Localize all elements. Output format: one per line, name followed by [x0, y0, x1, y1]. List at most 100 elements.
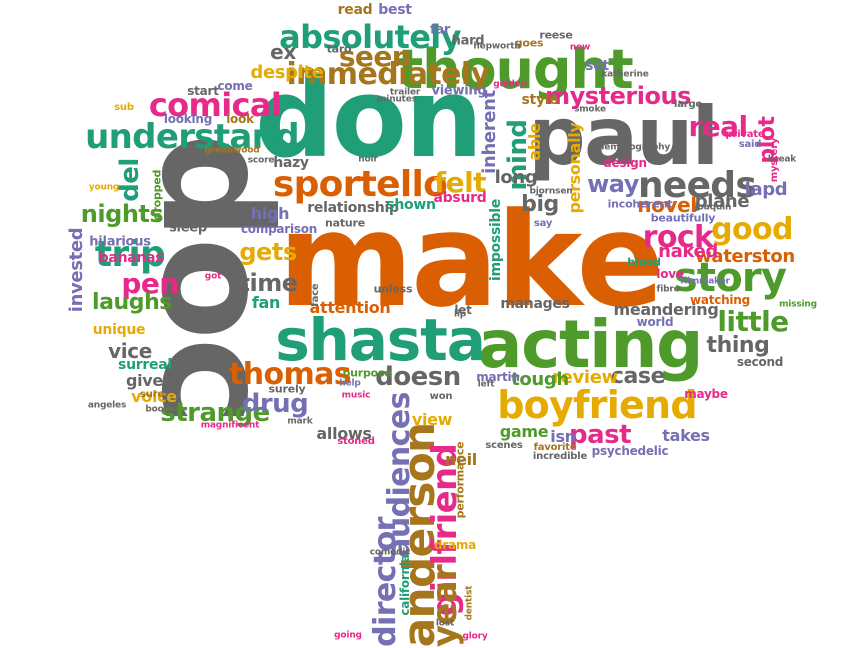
word-angeles: angeles: [87, 400, 127, 411]
word-understand: understand: [85, 117, 299, 157]
word-come: come: [217, 79, 253, 93]
word-beautifully: beautifully: [650, 211, 716, 225]
word-naked: naked: [658, 241, 718, 262]
word-sub: sub: [114, 102, 134, 113]
word-pen: pen: [121, 267, 179, 300]
word-glory: glory: [462, 631, 488, 642]
word-best: best: [378, 2, 412, 18]
word-lip: lip: [453, 309, 467, 320]
word-nature: nature: [325, 216, 365, 230]
word-sportello: sportello: [272, 164, 448, 205]
word-able: able: [525, 123, 544, 161]
word-bananas: bananas: [98, 250, 164, 266]
word-style: style: [521, 92, 559, 108]
word-vice: vice: [108, 339, 152, 363]
word-sure: sure: [140, 389, 164, 400]
word-favorite: favorite: [533, 442, 577, 453]
word-read: read: [337, 2, 373, 18]
word-incoherent: incoherent: [607, 197, 673, 211]
word-takes: takes: [662, 426, 710, 445]
word-help: help: [339, 378, 361, 389]
word-won: won: [429, 391, 453, 402]
word-doesn: doesn: [375, 362, 461, 392]
word-bjornsen: bjornsen: [529, 186, 573, 197]
word-unique: unique: [92, 322, 146, 338]
word-case: case: [610, 364, 666, 389]
word-drama: drama: [433, 538, 477, 552]
word-director: director: [368, 517, 403, 647]
word-time: time: [238, 269, 298, 297]
word-waterston: waterston: [695, 246, 795, 267]
word-break: break: [767, 154, 797, 165]
word-attention: attention: [309, 298, 391, 317]
word-shown: shown: [386, 197, 436, 213]
word-big: big: [521, 192, 559, 217]
word-say: say: [533, 218, 553, 229]
word-dentist: dentist: [464, 585, 475, 621]
word-new: new: [569, 42, 591, 53]
word-fan: fan: [251, 293, 281, 312]
word-hilarious: hilarious: [89, 234, 151, 250]
word-trailer: trailer: [389, 87, 421, 98]
word-blood: blood: [627, 255, 661, 269]
word-despite: despite: [250, 62, 324, 83]
word-good: good: [711, 212, 793, 247]
word-mark: mark: [287, 416, 313, 427]
word-second: second: [736, 355, 784, 369]
word-stoned: stoned: [337, 436, 375, 447]
word-nights: nights: [80, 200, 164, 228]
word-needs: needs: [637, 165, 757, 206]
word-manages: manages: [500, 296, 570, 312]
word-said: said: [738, 139, 762, 150]
word-paul: paul: [528, 90, 719, 183]
word-noir: noir: [358, 154, 378, 165]
word-immediately: immediately: [286, 57, 490, 92]
word-design: design: [603, 156, 647, 170]
word-surreal: surreal: [118, 357, 172, 373]
word-got: got: [204, 271, 222, 282]
word-filmmaker: filmmaker: [680, 276, 730, 287]
word-laughs: laughs: [92, 290, 172, 315]
word-long: long: [494, 167, 538, 188]
word-music: music: [341, 390, 371, 401]
word-relationship: relationship: [307, 200, 399, 216]
word-lapd: lapd: [744, 179, 788, 200]
word-martin: martin: [476, 370, 520, 384]
word-story: story: [673, 255, 787, 301]
word-boyfriend: boyfriend: [497, 383, 697, 427]
word-personally: personally: [565, 122, 584, 214]
word-tough: tough: [511, 369, 569, 390]
word-real: real: [688, 110, 748, 143]
word-josh: josh: [207, 214, 229, 225]
word-thought: thought: [397, 38, 633, 101]
word-taro: taro: [326, 42, 352, 56]
word-unless: unless: [373, 282, 413, 296]
word-novel: novel: [637, 193, 697, 217]
word-golden: golden: [493, 79, 527, 90]
word-lost: lost: [435, 618, 455, 629]
word-given: given: [125, 371, 175, 390]
word-comedic: comedic: [369, 547, 411, 558]
word-dropped: dropped: [150, 169, 164, 221]
word-year: year: [425, 564, 465, 647]
word-maybe: maybe: [684, 387, 728, 401]
word-plane: plane: [694, 191, 750, 212]
word-game: game: [499, 422, 549, 441]
word-voice: voice: [131, 387, 177, 406]
word-boogie: boogie: [145, 404, 179, 415]
word-surely: surely: [268, 382, 306, 396]
word-joaquin: joaquin: [694, 202, 732, 213]
word-invested: invested: [66, 227, 87, 313]
word-inherent: inherent: [479, 90, 500, 174]
word-start: start: [187, 84, 219, 98]
word-left: left: [477, 379, 495, 390]
word-hepworth: hepworth: [473, 41, 521, 52]
word-incredible: incredible: [532, 451, 588, 462]
word-score: score: [247, 155, 275, 166]
word-little: little: [717, 305, 789, 338]
word-minutes: minutes: [377, 94, 417, 105]
word-magnificent: magnificent: [200, 420, 260, 431]
word-make: make: [278, 184, 665, 336]
word-gets: gets: [239, 238, 297, 266]
word-comical: comical: [148, 86, 282, 124]
